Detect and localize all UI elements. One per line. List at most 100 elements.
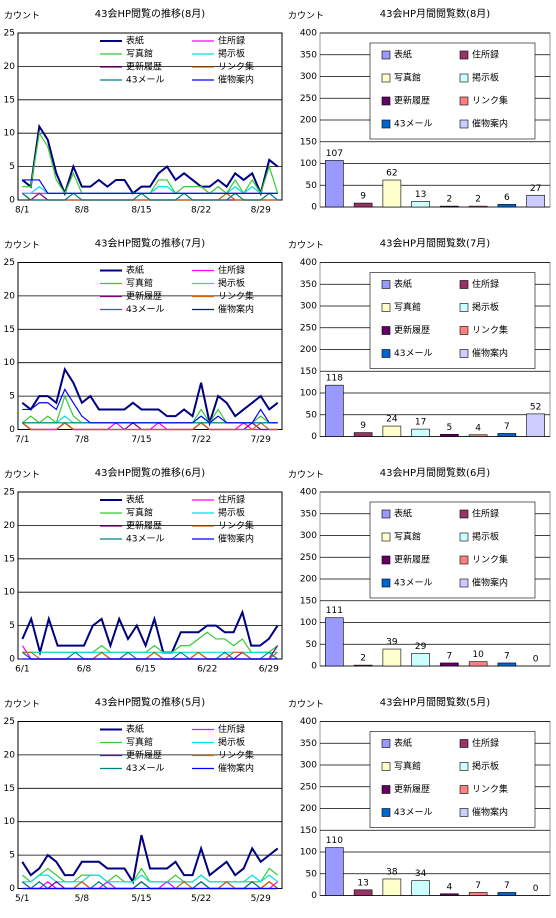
y-tick-label: 15 <box>4 325 15 335</box>
x-tick-label: 8/1 <box>15 206 29 216</box>
y-tick-label: 350 <box>300 509 317 519</box>
y-tick-label: 250 <box>300 553 317 563</box>
legend-label: 43メール <box>394 808 432 818</box>
legend-swatch <box>381 785 391 794</box>
x-tick-label: 5/29 <box>251 894 271 904</box>
legend-label: 表紙 <box>394 278 412 290</box>
legend-box <box>369 272 536 369</box>
legend-label: リンク集 <box>218 290 254 302</box>
legend-label: 写真館 <box>126 277 153 289</box>
legend-label: 更新履歴 <box>126 290 162 302</box>
value-label: 5 <box>447 423 453 433</box>
x-tick-label: 8/8 <box>75 206 90 216</box>
legend-label: 更新履歴 <box>126 749 162 761</box>
bar <box>411 653 430 667</box>
legend-label: 43メール <box>126 76 164 86</box>
y-tick-label: 5 <box>9 621 15 631</box>
series-line <box>21 834 279 885</box>
legend-label: 表紙 <box>394 508 412 520</box>
series-line <box>21 366 279 427</box>
value-label: 4 <box>447 882 453 892</box>
y-tick-label: 25 <box>4 717 15 727</box>
value-label: 0 <box>533 655 539 665</box>
legend-label: リンク集 <box>218 749 254 761</box>
x-tick-label: 6/8 <box>77 665 92 675</box>
value-label: 2 <box>360 654 366 664</box>
legend-swatch <box>459 50 469 60</box>
bar <box>325 384 344 437</box>
value-label: 62 <box>386 169 397 179</box>
series-line <box>22 388 278 424</box>
plot-area <box>17 262 283 430</box>
legend-label: リンク集 <box>218 520 254 532</box>
legend-swatch <box>459 96 469 106</box>
value-label: 111 <box>326 606 343 616</box>
value-label: 10 <box>472 650 484 660</box>
bar <box>468 661 488 667</box>
value-label: 29 <box>415 642 427 652</box>
legend-box <box>369 731 536 828</box>
legend-swatch <box>381 578 391 588</box>
x-tick-label: 5/1 <box>15 894 29 904</box>
y-tick-label: 200 <box>300 804 317 814</box>
y-axis-label: カウント <box>288 11 324 22</box>
bar <box>353 432 373 437</box>
legend-swatch <box>381 96 391 106</box>
x-tick-label: 7/1 <box>15 435 29 445</box>
legend-box <box>369 42 536 140</box>
legend-label: 掲示板 <box>472 760 499 772</box>
y-tick-label: 150 <box>300 367 317 377</box>
bar <box>411 428 430 437</box>
legend-label: 43メール <box>394 120 432 130</box>
value-label: 9 <box>360 421 366 431</box>
y-tick-label: 0 <box>311 662 317 672</box>
y-tick-label: 150 <box>300 596 317 606</box>
legend-label: 表紙 <box>126 264 144 276</box>
y-tick-label: 0 <box>311 203 317 213</box>
legend-label: リンク集 <box>472 95 508 107</box>
legend-swatch <box>381 532 391 542</box>
legend-label: 催物案内 <box>218 533 254 545</box>
chart-title: 43会HP閲覧の推移(8月) <box>95 7 206 20</box>
legend-label: 住所録 <box>472 278 499 290</box>
plot-area <box>17 721 283 889</box>
x-tick-label: 5/22 <box>191 894 211 904</box>
x-tick-label: 7/15 <box>131 435 151 445</box>
y-tick-label: 400 <box>300 258 317 268</box>
y-tick-label: 25 <box>4 258 15 268</box>
y-tick-label: 50 <box>306 410 318 420</box>
y-axis-label: カウント <box>288 699 324 710</box>
y-tick-label: 200 <box>300 575 317 585</box>
y-axis-label: カウント <box>4 240 40 251</box>
legend-label: 43メール <box>394 579 432 589</box>
x-tick-label: 5/15 <box>131 894 151 904</box>
y-tick-label: 0 <box>9 655 15 665</box>
x-tick-label: 6/22 <box>197 665 217 675</box>
legend-swatch <box>381 739 391 748</box>
y-tick-label: 200 <box>300 116 317 126</box>
y-tick-label: 400 <box>300 29 317 39</box>
x-tick-label: 8/29 <box>251 206 271 216</box>
y-tick-label: 100 <box>300 389 317 399</box>
y-tick-label: 350 <box>300 280 317 290</box>
legend-label: 催物案内 <box>472 806 508 818</box>
legend-label: リンク集 <box>472 324 508 336</box>
bar <box>411 880 430 896</box>
legend-swatch <box>381 50 391 60</box>
y-tick-label: 300 <box>300 72 317 82</box>
bar <box>411 201 430 208</box>
bar <box>497 662 517 667</box>
legend-label: 写真館 <box>394 301 421 313</box>
y-tick-label: 100 <box>300 618 317 628</box>
legend-label: 催物案内 <box>472 347 508 359</box>
legend-label: 掲示板 <box>472 531 499 543</box>
legend-label: 掲示板 <box>218 736 245 748</box>
legend-label: 43メール <box>126 764 164 774</box>
legend-swatch <box>459 119 469 129</box>
y-tick-label: 150 <box>300 826 317 836</box>
legend-swatch <box>459 303 469 312</box>
y-tick-label: 15 <box>4 784 15 794</box>
bar <box>526 413 545 437</box>
chart-title: 43会HP月間閲覧数(7月) <box>380 237 491 250</box>
